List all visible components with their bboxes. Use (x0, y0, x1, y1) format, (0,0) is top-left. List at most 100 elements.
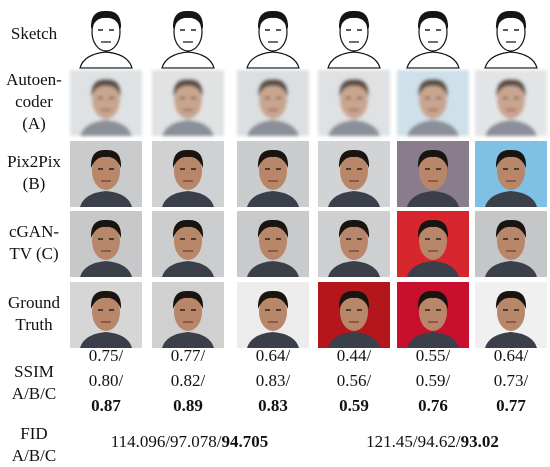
shirt (327, 51, 381, 69)
ssim-value: 0.75/ (89, 346, 124, 365)
head (259, 222, 287, 260)
hair (417, 149, 449, 168)
shirt (162, 120, 214, 136)
row-label: Pix2Pix (7, 152, 61, 171)
face-image (475, 211, 547, 277)
head (92, 222, 120, 260)
hair (172, 149, 204, 168)
face-image (70, 141, 142, 207)
hair (338, 10, 370, 29)
head (419, 152, 447, 190)
row-label: A/B/C (12, 446, 56, 465)
head (92, 293, 120, 331)
shirt (80, 120, 132, 136)
face-image (152, 211, 224, 277)
ssim-best: 0.59 (339, 396, 369, 415)
face-image (397, 141, 469, 207)
hair (257, 290, 289, 309)
shirt (406, 51, 460, 69)
shirt (485, 261, 537, 277)
head (497, 222, 525, 260)
row-label: Ground (8, 293, 60, 312)
row-label: Truth (15, 315, 53, 334)
hair (495, 290, 527, 309)
row-label: Sketch (11, 24, 58, 43)
shirt (485, 120, 537, 136)
shirt (247, 332, 299, 348)
fid-best: 94.705 (222, 432, 269, 451)
ssim-best: 0.83 (258, 396, 288, 415)
head (259, 152, 287, 190)
shirt (407, 120, 459, 136)
head (419, 222, 447, 260)
hair (257, 78, 289, 97)
shirt (162, 261, 214, 277)
shirt (246, 51, 300, 69)
hair (257, 10, 289, 29)
ssim-best: 0.89 (173, 396, 203, 415)
shirt (80, 191, 132, 207)
ssim-value: 0.56/ (337, 371, 372, 390)
face-image (475, 141, 547, 207)
shirt (79, 51, 133, 69)
hair (172, 78, 204, 97)
hair (172, 219, 204, 238)
shirt (407, 191, 459, 207)
head (497, 293, 525, 331)
shirt (485, 332, 537, 348)
face-image (246, 10, 300, 69)
row-label: cGAN- (9, 222, 59, 241)
head (174, 81, 202, 119)
head (340, 152, 368, 190)
face-image (318, 70, 390, 136)
head (92, 81, 120, 119)
hair (495, 10, 527, 29)
head (259, 293, 287, 331)
shirt (161, 51, 215, 69)
row-label: coder (15, 92, 53, 111)
shirt (407, 332, 459, 348)
shirt (247, 261, 299, 277)
face-image (397, 211, 469, 277)
shirt (407, 261, 459, 277)
fid-text: 121.45/94.62/ (366, 432, 461, 451)
ssim-value: 0.82/ (171, 371, 206, 390)
shirt (484, 51, 538, 69)
ssim-best: 0.76 (418, 396, 448, 415)
head (259, 81, 287, 119)
shirt (328, 120, 380, 136)
ssim-best: 0.77 (496, 396, 526, 415)
face-image (484, 10, 538, 69)
hair (257, 219, 289, 238)
face-image (397, 70, 469, 136)
ssim-value: 0.44/ (337, 346, 372, 365)
head (174, 152, 202, 190)
face-image (318, 141, 390, 207)
shirt (485, 191, 537, 207)
ssim-value: 0.73/ (494, 371, 529, 390)
hair (172, 10, 204, 29)
face-image (397, 282, 469, 348)
row-label: (A) (22, 114, 46, 133)
shirt (247, 120, 299, 136)
hair (90, 290, 122, 309)
head (174, 222, 202, 260)
ssim-value: 0.64/ (256, 346, 291, 365)
face-image (475, 282, 547, 348)
hair (495, 78, 527, 97)
hair (338, 149, 370, 168)
head (340, 293, 368, 331)
face-image (318, 282, 390, 348)
shirt (80, 261, 132, 277)
head (419, 293, 447, 331)
hair (172, 290, 204, 309)
hair (495, 219, 527, 238)
head (497, 152, 525, 190)
row-label: Autoen- (6, 70, 62, 89)
shirt (328, 261, 380, 277)
hair (257, 149, 289, 168)
hair (417, 290, 449, 309)
hair (90, 219, 122, 238)
ssim-value: 0.64/ (494, 346, 529, 365)
